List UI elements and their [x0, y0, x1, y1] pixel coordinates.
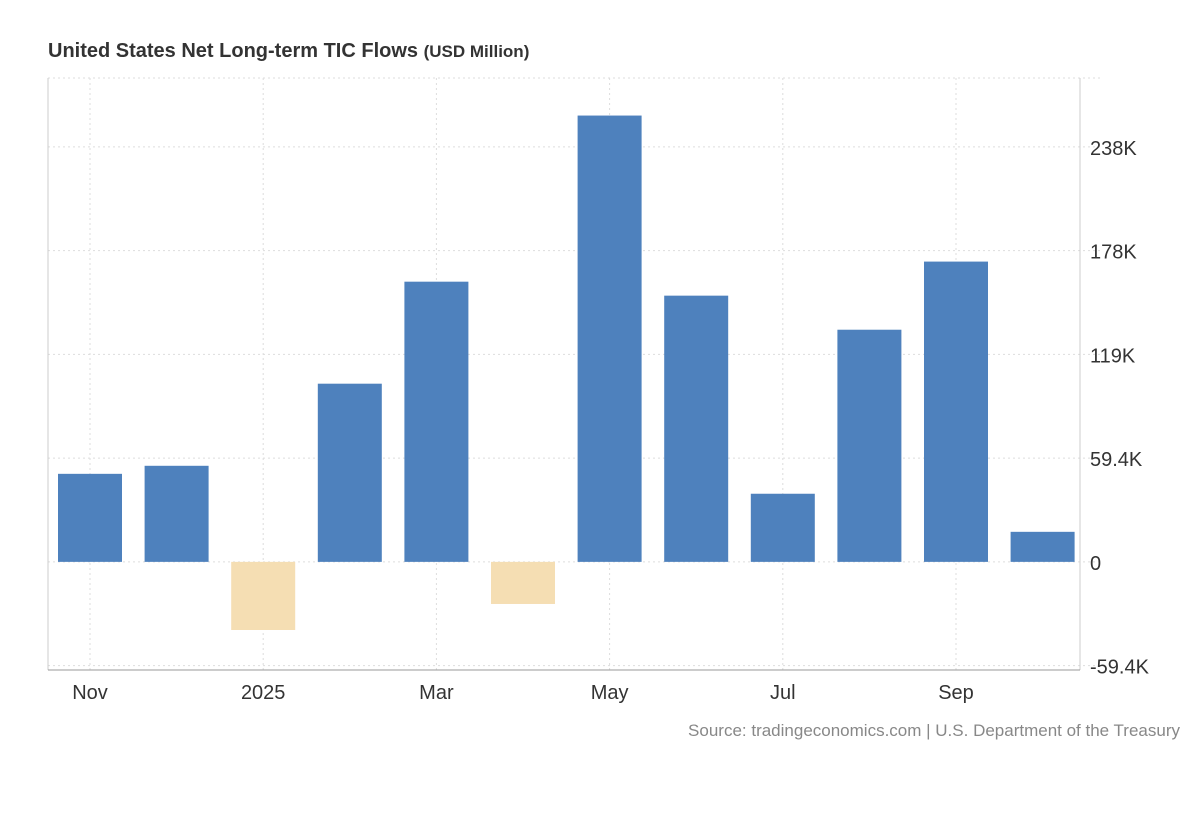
- bar-jan-2025: [231, 561, 296, 630]
- bar-jul-2025: [750, 493, 815, 562]
- y-tick-label: 178K: [1090, 242, 1137, 264]
- x-tick-label: 2025: [241, 682, 286, 704]
- chart-title-text: United States Net Long-term TIC Flows: [48, 40, 419, 62]
- bar-nov-2024: [58, 473, 122, 562]
- x-tick-label: May: [591, 682, 629, 704]
- y-tick-label: 238K: [1090, 138, 1137, 160]
- bar-may-2025: [577, 115, 642, 562]
- chart-unit: (USD Million): [423, 42, 530, 61]
- x-tick-label: Sep: [938, 682, 974, 704]
- y-tick-label: -59.4K: [1090, 657, 1150, 679]
- x-tick-label: Nov: [72, 682, 108, 704]
- bar-jun-2025: [664, 295, 729, 562]
- bar-aug-2025: [837, 329, 902, 562]
- source-note: Source: tradingeconomics.com | U.S. Depa…: [688, 721, 1180, 740]
- y-tick-label: 59.4K: [1090, 449, 1143, 471]
- x-tick-label: Jul: [770, 682, 796, 704]
- bar-feb-2025: [317, 383, 382, 562]
- x-tick-label: Mar: [419, 682, 454, 704]
- y-tick-label: 0: [1090, 553, 1101, 575]
- bar-sep-2025: [924, 261, 988, 562]
- bar-oct-2025: [1010, 531, 1075, 562]
- bar-mar-2025: [404, 281, 469, 562]
- chart-title: United States Net Long-term TIC Flows (U…: [48, 40, 529, 63]
- y-tick-label: 119K: [1090, 345, 1136, 367]
- bar-apr-2025: [491, 561, 555, 604]
- bar-dec-2024: [144, 465, 209, 562]
